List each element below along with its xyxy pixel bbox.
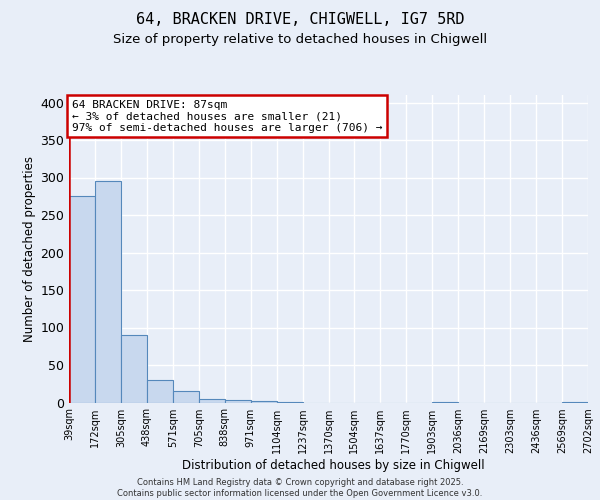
Bar [147,380,173,402]
Bar [173,391,199,402]
Bar [251,401,277,402]
Bar [225,400,251,402]
Bar [69,196,95,402]
Text: Contains HM Land Registry data © Crown copyright and database right 2025.
Contai: Contains HM Land Registry data © Crown c… [118,478,482,498]
Y-axis label: Number of detached properties: Number of detached properties [23,156,36,342]
Text: 64, BRACKEN DRIVE, CHIGWELL, IG7 5RD: 64, BRACKEN DRIVE, CHIGWELL, IG7 5RD [136,12,464,28]
Text: Distribution of detached houses by size in Chigwell: Distribution of detached houses by size … [182,460,484,472]
Bar [95,181,121,402]
Bar [121,335,147,402]
Text: 64 BRACKEN DRIVE: 87sqm
← 3% of detached houses are smaller (21)
97% of semi-det: 64 BRACKEN DRIVE: 87sqm ← 3% of detached… [71,100,382,133]
Bar [199,399,224,402]
Text: Size of property relative to detached houses in Chigwell: Size of property relative to detached ho… [113,32,487,46]
